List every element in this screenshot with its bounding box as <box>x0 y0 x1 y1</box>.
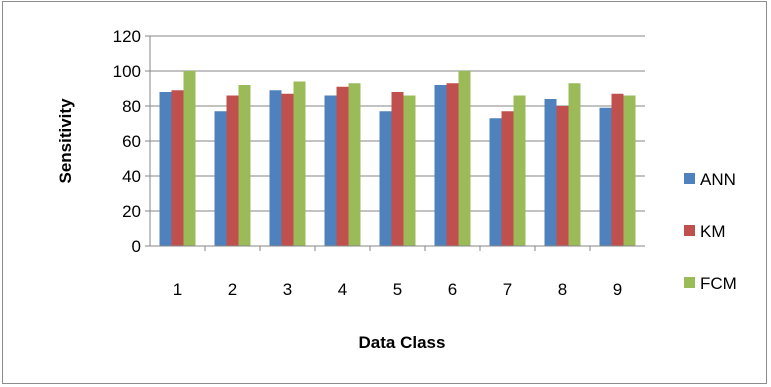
bar-fcm-4 <box>348 83 361 246</box>
y-tick-label: 40 <box>122 167 141 186</box>
bar-ann-8 <box>544 99 557 246</box>
bar-ann-6 <box>434 85 447 246</box>
bar-km-8 <box>556 106 569 246</box>
y-tick-label: 100 <box>113 62 141 81</box>
legend-swatch-ann <box>684 173 695 184</box>
bar-fcm-9 <box>623 95 636 246</box>
x-tick-label: 2 <box>228 280 237 299</box>
x-tick-label: 8 <box>558 280 567 299</box>
bar-ann-9 <box>599 107 612 246</box>
bar-fcm-1 <box>183 71 196 246</box>
bar-km-3 <box>281 93 294 246</box>
legend-label-fcm: FCM <box>700 274 737 293</box>
bar-fcm-7 <box>513 95 526 246</box>
legend-swatch-km <box>684 225 695 236</box>
x-tick-label: 7 <box>503 280 512 299</box>
bar-km-2 <box>226 95 239 246</box>
y-tick-label: 60 <box>122 132 141 151</box>
legend-swatch-fcm <box>684 277 695 288</box>
legend: ANN KM FCM <box>684 170 737 293</box>
x-axis-title: Data Class <box>359 333 446 352</box>
x-tick-label: 6 <box>448 280 457 299</box>
bar-km-9 <box>611 93 624 246</box>
bars <box>159 71 636 246</box>
bar-fcm-3 <box>293 81 306 246</box>
bar-km-6 <box>446 83 459 246</box>
bar-fcm-8 <box>568 83 581 246</box>
bar-ann-3 <box>269 90 282 246</box>
y-axis-title: Sensitivity <box>56 98 75 184</box>
bar-fcm-6 <box>458 71 471 246</box>
bar-ann-5 <box>379 111 392 246</box>
bar-km-7 <box>501 111 514 246</box>
x-tick-label: 9 <box>613 280 622 299</box>
x-tick-label: 4 <box>338 280 347 299</box>
y-tick-label: 120 <box>113 27 141 46</box>
bar-ann-1 <box>159 92 172 246</box>
bar-km-4 <box>336 86 349 246</box>
x-tick-label: 1 <box>173 280 182 299</box>
y-tick-label: 0 <box>132 237 141 256</box>
bar-km-5 <box>391 92 404 246</box>
legend-label-ann: ANN <box>700 170 736 189</box>
bar-ann-2 <box>214 111 227 246</box>
legend-label-km: KM <box>700 222 726 241</box>
x-tick-label: 5 <box>393 280 402 299</box>
bar-ann-7 <box>489 118 502 246</box>
bar-fcm-5 <box>403 95 416 246</box>
bar-km-1 <box>171 90 184 246</box>
y-tick-labels: 0 20 40 60 80 100 120 <box>113 27 150 256</box>
x-tick-label: 3 <box>283 280 292 299</box>
x-tick-labels: 1 2 3 4 5 6 7 8 9 <box>173 246 622 299</box>
bar-fcm-2 <box>238 85 251 246</box>
y-tick-label: 20 <box>122 202 141 221</box>
y-tick-label: 80 <box>122 97 141 116</box>
bar-ann-4 <box>324 95 337 246</box>
